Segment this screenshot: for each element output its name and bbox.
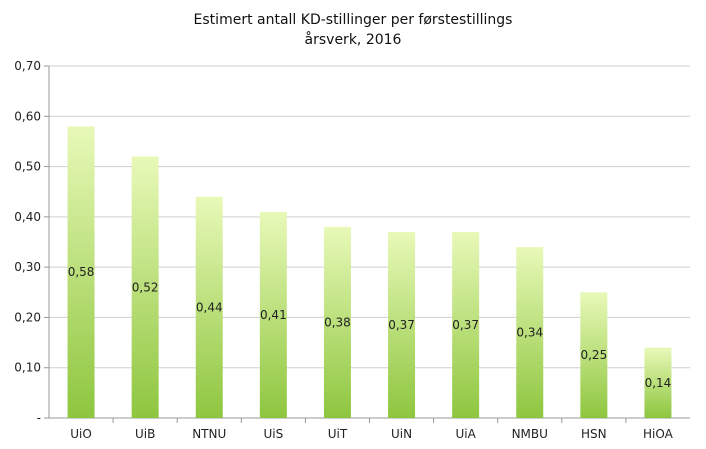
data-label: 0,44 <box>196 300 223 314</box>
y-tick-label: 0,50 <box>14 160 41 174</box>
x-tick-label: UiN <box>391 427 412 441</box>
x-tick-label: UiT <box>328 427 348 441</box>
x-tick-label: UiO <box>70 427 92 441</box>
bar-uio <box>67 126 95 418</box>
chart-title-line-2: årsverk, 2016 <box>304 32 402 48</box>
data-label: 0,37 <box>452 318 479 332</box>
x-tick-label: UiB <box>135 427 155 441</box>
bar-ntnu <box>195 196 223 418</box>
data-label: 0,38 <box>324 315 351 329</box>
bar-nmbu <box>516 247 544 418</box>
y-tick-labels: - 0,10 0,20 0,30 0,40 0,50 0,60 0,70 <box>14 59 41 425</box>
bar-uia <box>452 231 480 418</box>
data-label: 0,37 <box>388 318 415 332</box>
bar-hioa <box>644 347 672 418</box>
x-tick-label: NMBU <box>512 427 548 441</box>
data-label: 0,41 <box>260 308 287 322</box>
y-tick-label: 0,30 <box>14 260 41 274</box>
data-label: 0,34 <box>516 326 543 340</box>
bar-hsn <box>580 292 608 418</box>
chart-title-line-1: Estimert antall KD-stillinger per første… <box>193 12 513 28</box>
y-tick-label: 0,60 <box>14 109 41 123</box>
data-label: 0,14 <box>645 376 672 390</box>
x-tick-label: HiOA <box>643 427 674 441</box>
bar-uib <box>131 156 159 418</box>
bar-uis <box>259 211 287 418</box>
bar-uin <box>388 231 416 418</box>
x-tick-label: UiA <box>455 427 476 441</box>
data-label: 0,58 <box>68 265 95 279</box>
data-label: 0,52 <box>132 280 159 294</box>
x-tick-labels: UiO UiB NTNU UiS UiT UiN UiA NMBU HSN HiOA <box>70 427 673 441</box>
y-tick-label: 0,70 <box>14 59 41 73</box>
x-tick-label: NTNU <box>192 427 226 441</box>
y-tick-label: 0,10 <box>14 361 41 375</box>
bars <box>67 126 672 418</box>
data-labels: 0,58 0,52 0,44 0,41 0,38 0,37 0,37 0,34 0,25 0,14 <box>68 265 672 390</box>
bar-uit <box>323 226 351 418</box>
data-label: 0,25 <box>580 348 607 362</box>
y-tick-label: - <box>37 411 41 425</box>
y-tick-label: 0,40 <box>14 210 41 224</box>
y-tick-label: 0,20 <box>14 310 41 324</box>
x-tick-label: UiS <box>263 427 283 441</box>
x-tick-label: HSN <box>581 427 607 441</box>
